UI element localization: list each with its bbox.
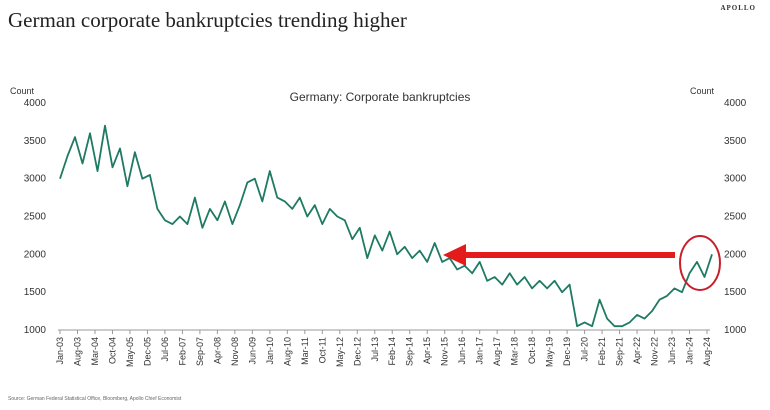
x-tick-label: Nov-15 <box>440 337 450 366</box>
page-title: German corporate bankruptcies trending h… <box>8 8 407 32</box>
y-tick-label-left: 2500 <box>24 212 47 223</box>
y-tick-label-left: 4000 <box>24 98 47 109</box>
y-tick-label-right: 1000 <box>724 325 747 336</box>
chart-title: Germany: Corporate bankruptcies <box>290 90 471 104</box>
y-tick-label-right: 4000 <box>724 98 747 109</box>
x-tick-label: Mar-04 <box>90 337 100 366</box>
x-tick-label: Nov-22 <box>650 337 660 366</box>
y-axis-label-left: Count <box>10 86 35 96</box>
brand-logo: APOLLO <box>720 4 756 12</box>
x-tick-label: Jan-10 <box>265 337 275 365</box>
y-tick-label-left: 2000 <box>24 249 47 260</box>
x-tick-label: Sep-14 <box>405 337 415 366</box>
x-tick-label: Jan-17 <box>475 337 485 365</box>
y-tick-label-right: 2500 <box>724 212 747 223</box>
x-tick-label: Aug-17 <box>492 337 502 366</box>
x-tick-label: Jul-13 <box>370 337 380 362</box>
source-note: Source: German Federal Statistical Offic… <box>8 396 182 402</box>
x-tick-label: Sep-07 <box>195 337 205 366</box>
x-tick-label: Jul-06 <box>160 337 170 362</box>
y-tick-label-right: 3500 <box>724 136 747 147</box>
x-tick-label: Jun-16 <box>457 337 467 365</box>
y-axis-label-right: Count <box>690 86 715 96</box>
series-line <box>59 124 713 328</box>
x-tick-label: Sep-21 <box>615 337 625 366</box>
x-tick-label: Mar-11 <box>300 337 310 365</box>
x-tick-label: Aug-10 <box>282 337 292 366</box>
x-tick-label: Dec-05 <box>142 337 152 366</box>
x-tick-label: Feb-07 <box>177 337 187 366</box>
x-tick-label: Oct-18 <box>527 337 537 364</box>
y-tick-label-right: 1500 <box>724 287 747 298</box>
x-tick-label: May-05 <box>125 337 135 367</box>
x-tick-label: Aug-24 <box>702 337 712 366</box>
x-tick-label: Dec-12 <box>352 337 362 366</box>
y-tick-label-right: 3000 <box>724 174 747 185</box>
y-tick-label-right: 2000 <box>724 249 747 260</box>
x-tick-label: Jun-23 <box>667 337 677 365</box>
x-tick-label: Nov-08 <box>230 337 240 366</box>
x-tick-label: Apr-22 <box>632 337 642 364</box>
x-tick-label: Oct-11 <box>317 337 327 363</box>
x-tick-label: Feb-14 <box>387 337 397 366</box>
x-tick-label: May-12 <box>335 337 345 367</box>
x-tick-label: Jul-20 <box>580 337 590 362</box>
x-tick-label: Feb-21 <box>597 337 607 366</box>
y-tick-label-left: 3500 <box>24 136 47 147</box>
x-tick-label: Mar-18 <box>510 337 520 366</box>
x-tick-label: Jan-03 <box>55 337 65 365</box>
y-tick-label-left: 1000 <box>24 325 47 336</box>
x-tick-label: Aug-03 <box>72 337 82 366</box>
y-tick-label-left: 3000 <box>24 174 47 185</box>
x-tick-label: Oct-04 <box>107 337 117 364</box>
y-tick-label-left: 1500 <box>24 287 47 298</box>
annotation-circle <box>679 235 721 291</box>
x-tick-label: Apr-08 <box>212 337 222 364</box>
x-tick-label: Apr-15 <box>422 337 432 364</box>
x-tick-label: May-19 <box>545 337 555 367</box>
x-tick-label: Jun-09 <box>247 337 257 365</box>
x-tick-label: Dec-19 <box>562 337 572 366</box>
annotation-arrow-head <box>443 244 466 266</box>
x-tick-label: Jan-24 <box>685 337 695 365</box>
